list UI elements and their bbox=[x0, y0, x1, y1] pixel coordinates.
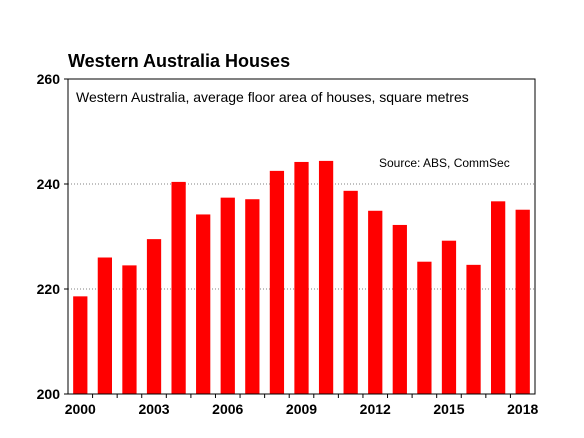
x-tick-label: 2006 bbox=[212, 401, 243, 417]
bar-2003 bbox=[146, 239, 162, 394]
bar-2013 bbox=[392, 224, 407, 394]
bar-2000 bbox=[73, 296, 88, 394]
x-tick-label: 2012 bbox=[360, 401, 391, 417]
x-tick-label: 2000 bbox=[65, 401, 96, 417]
y-tick-label: 200 bbox=[37, 386, 61, 402]
bar-2004 bbox=[171, 181, 186, 394]
bar-2002 bbox=[122, 265, 137, 394]
plot-frame bbox=[67, 78, 536, 395]
bar-2007 bbox=[245, 199, 260, 394]
x-tick-label: 2018 bbox=[507, 401, 538, 417]
bar-2016 bbox=[466, 264, 481, 394]
bar-2005 bbox=[196, 214, 211, 394]
x-tick-label: 2015 bbox=[433, 401, 464, 417]
chart-subtitle: Western Australia, average floor area of… bbox=[76, 89, 469, 105]
y-tick-label: 240 bbox=[37, 176, 61, 192]
bar-2014 bbox=[417, 261, 432, 394]
bar-2008 bbox=[269, 170, 285, 394]
bar-2009 bbox=[294, 161, 309, 394]
bar-2012 bbox=[368, 210, 383, 394]
chart-title: Western Australia Houses bbox=[68, 51, 291, 71]
y-axis-ticks: 200 220 240 260 bbox=[37, 71, 68, 402]
bar-2010 bbox=[318, 160, 334, 394]
source-note: Source: ABS, CommSec bbox=[379, 156, 510, 170]
bar-2011 bbox=[343, 190, 358, 394]
x-tick-label: 2009 bbox=[286, 401, 317, 417]
bar-2006 bbox=[220, 197, 235, 394]
y-tick-label: 220 bbox=[37, 281, 61, 297]
x-tick-label: 2003 bbox=[138, 401, 169, 417]
bar-2015 bbox=[441, 240, 457, 394]
x-axis-ticks: 2000 2003 2006 2009 2012 2015 2018 bbox=[65, 394, 538, 417]
y-tick-label: 260 bbox=[37, 71, 61, 87]
bars bbox=[73, 160, 530, 394]
bar-2017 bbox=[491, 201, 506, 394]
bar-2001 bbox=[97, 257, 112, 394]
bar-2018 bbox=[515, 209, 530, 394]
